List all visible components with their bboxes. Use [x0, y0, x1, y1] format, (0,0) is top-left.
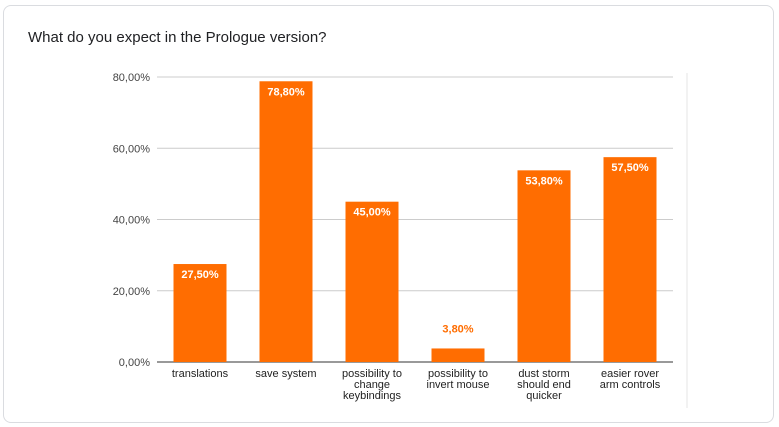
category-label: dust storm should end quicker	[517, 368, 571, 402]
y-tick-label: 20,00%	[113, 286, 151, 298]
data-label: 53,80%	[525, 175, 563, 187]
category-label: possibility to invert mouse	[427, 368, 490, 391]
category-label-line: possibility to	[342, 368, 402, 380]
data-label: 3,80%	[442, 323, 473, 335]
category-label-line: arm controls	[600, 379, 661, 391]
y-tick-label: 0,00%	[119, 357, 150, 369]
category-labels: translations save system possibility to cha…	[172, 368, 661, 402]
bars	[173, 81, 657, 363]
data-label: 27,50%	[181, 269, 219, 281]
category-label-line: change	[354, 379, 390, 391]
y-tick-label: 80,00%	[113, 72, 151, 84]
question-title: What do you expect in the Prologue versi…	[28, 29, 327, 46]
bar	[259, 81, 313, 363]
category-label-line: quicker	[526, 390, 562, 402]
bar	[345, 201, 399, 362]
y-tick-label: 40,00%	[113, 215, 151, 227]
category-label-line: invert mouse	[427, 379, 490, 391]
data-label: 45,00%	[353, 207, 391, 219]
category-label-line: dust storm	[518, 368, 569, 380]
category-label-line: possibility to	[428, 368, 488, 380]
data-label: 78,80%	[267, 86, 305, 98]
data-label: 57,50%	[611, 162, 649, 174]
y-axis-ticks: 0,00% 20,00% 40,00% 60,00% 80,00%	[113, 72, 151, 369]
y-tick-label: 60,00%	[113, 143, 151, 155]
bar	[517, 170, 571, 362]
category-label-line: easier rover	[601, 368, 659, 380]
category-label: save system	[255, 368, 316, 380]
category-label-line: keybindings	[343, 390, 402, 402]
category-label-line: save system	[255, 368, 316, 380]
category-label-line: should end	[517, 379, 571, 391]
category-label: easier rover arm controls	[600, 368, 661, 391]
category-label: possibility to change keybindings	[342, 368, 402, 402]
gridlines	[157, 73, 688, 408]
bar	[431, 348, 485, 362]
data-labels: 27,50% 78,80% 45,00% 3,80% 53,80% 57,50%	[181, 86, 649, 335]
bar	[173, 264, 227, 362]
category-label-line: translations	[172, 368, 229, 380]
category-label: translations	[172, 368, 229, 380]
bar	[603, 157, 657, 362]
